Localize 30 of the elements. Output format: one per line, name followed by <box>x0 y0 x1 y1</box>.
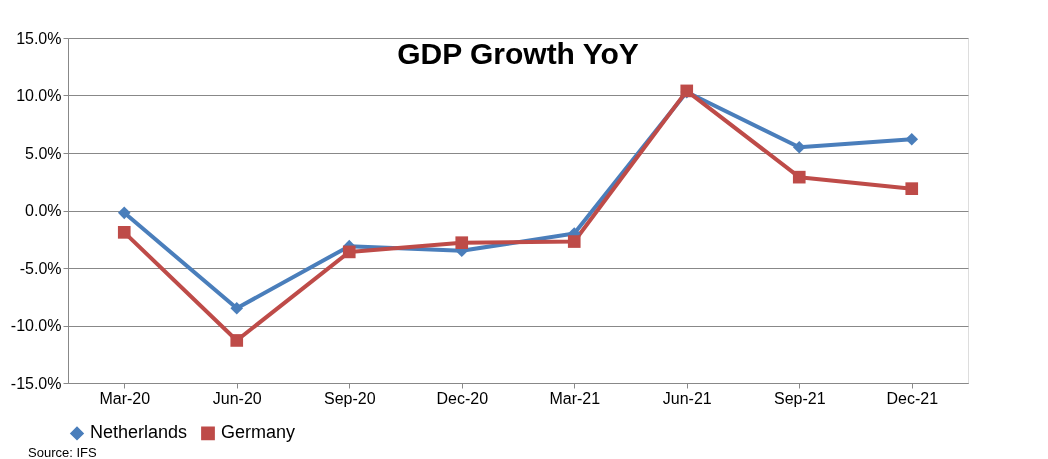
legend-label: Germany <box>221 422 296 443</box>
x-tick-label: Sep-21 <box>773 389 826 407</box>
point <box>342 245 356 259</box>
y-tick-label: 15.0% <box>16 29 62 47</box>
y-tick-label: -15.0% <box>10 374 62 392</box>
source-note: Source: IFS <box>28 445 97 459</box>
point <box>230 334 244 347</box>
point <box>117 206 131 220</box>
point <box>792 170 806 184</box>
x-tick-label: Jun-20 <box>212 389 262 407</box>
chart-title: GDP Growth YoY <box>397 37 639 70</box>
point <box>905 182 919 195</box>
y-tick-label: 10.0% <box>16 87 62 104</box>
y-tick-label: -5.0% <box>19 259 62 277</box>
y-tick-label: 5.0% <box>25 144 62 162</box>
y-tick-label: 0.0% <box>25 202 62 219</box>
x-tick-label: Mar-21 <box>549 389 601 407</box>
x-tick-label: Jun-21 <box>662 389 712 407</box>
x-tick-label: Dec-20 <box>436 389 489 407</box>
point <box>792 140 806 154</box>
x-tick-label: Mar-20 <box>99 389 151 407</box>
point <box>567 235 581 248</box>
point <box>455 236 469 250</box>
point <box>905 132 919 146</box>
y-tick-label: -10.0% <box>10 317 62 334</box>
x-tick-label: Dec-21 <box>886 389 939 407</box>
point <box>230 301 244 315</box>
x-tick-label: Sep-20 <box>323 389 376 407</box>
legend-label: Netherlands <box>90 422 188 443</box>
point <box>117 226 131 239</box>
